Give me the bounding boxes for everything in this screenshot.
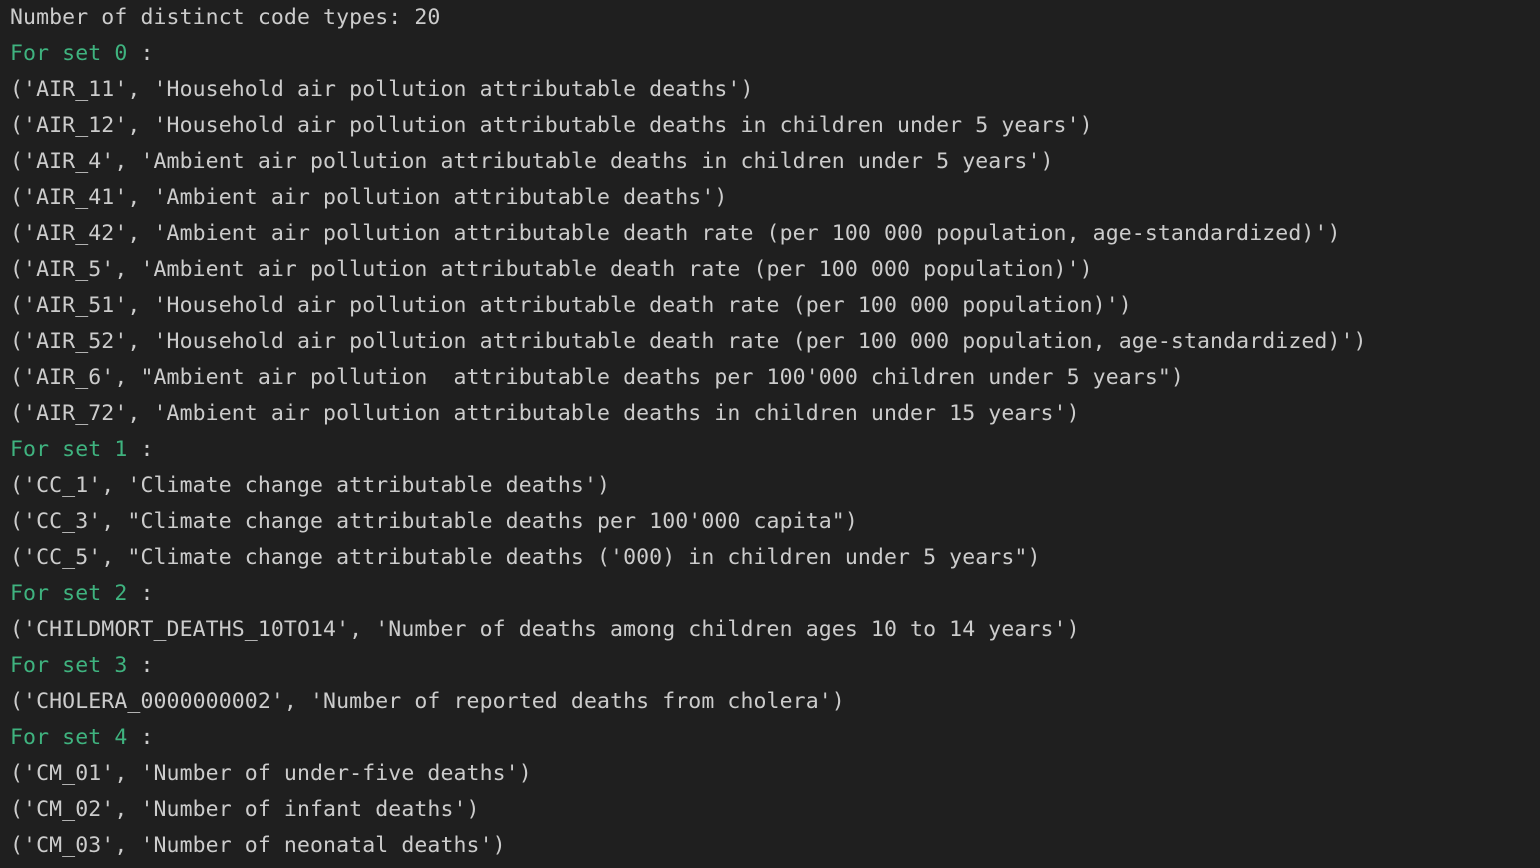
code-entry: ('AIR_72', 'Ambient air pollution attrib…	[10, 401, 1080, 426]
console-output: Number of distinct code types: 20 For se…	[10, 0, 1535, 868]
set-header: For set 4 :	[10, 720, 1535, 756]
code-entry: ('AIR_12', 'Household air pollution attr…	[10, 113, 1093, 138]
code-entry: ('AIR_6', "Ambient air pollution attribu…	[10, 365, 1184, 390]
code-entry: ('AIR_4', 'Ambient air pollution attribu…	[10, 149, 1054, 174]
set-header-label: For set 0	[10, 41, 128, 66]
code-entry: ('AIR_52', 'Household air pollution attr…	[10, 329, 1367, 354]
set-header: For set 2 :	[10, 576, 1535, 612]
code-entry: ('CHOLERA_0000000002', 'Number of report…	[10, 689, 845, 714]
set-header: For set 3 :	[10, 648, 1535, 684]
code-entry: ('AIR_42', 'Ambient air pollution attrib…	[10, 221, 1341, 246]
code-entry: ('CM_03', 'Number of neonatal deaths')	[10, 833, 506, 858]
set-header-colon: :	[127, 437, 154, 462]
set-header-label: For set 4	[10, 725, 128, 750]
code-entry: ('CC_3', "Climate change attributable de…	[10, 509, 858, 534]
code-entry: ('CHILDMORT_DEATHS_10TO14', 'Number of d…	[10, 617, 1080, 642]
set-header-colon: :	[127, 581, 154, 606]
summary-line: Number of distinct code types: 20	[10, 5, 441, 30]
set-header-label: For set 3	[10, 653, 128, 678]
set-header-colon: :	[127, 725, 154, 750]
code-entry: ('AIR_41', 'Ambient air pollution attrib…	[10, 185, 728, 210]
code-entry: ('CC_1', 'Climate change attributable de…	[10, 473, 611, 498]
set-header: For set 0 :	[10, 36, 1535, 72]
set-header: For set 1 :	[10, 432, 1535, 468]
set-header-colon: :	[127, 653, 154, 678]
set-header-label: For set 1	[10, 437, 128, 462]
code-entry: ('CC_5', "Climate change attributable de…	[10, 545, 1041, 570]
set-header-colon: :	[127, 41, 154, 66]
code-entry: ('AIR_51', 'Household air pollution attr…	[10, 293, 1132, 318]
code-entry: ('CM_01', 'Number of under-five deaths')	[10, 761, 532, 786]
code-entry: ('AIR_5', 'Ambient air pollution attribu…	[10, 257, 1093, 282]
set-header-label: For set 2	[10, 581, 128, 606]
code-entry: ('AIR_11', 'Household air pollution attr…	[10, 77, 754, 102]
code-entry: ('CM_02', 'Number of infant deaths')	[10, 797, 480, 822]
